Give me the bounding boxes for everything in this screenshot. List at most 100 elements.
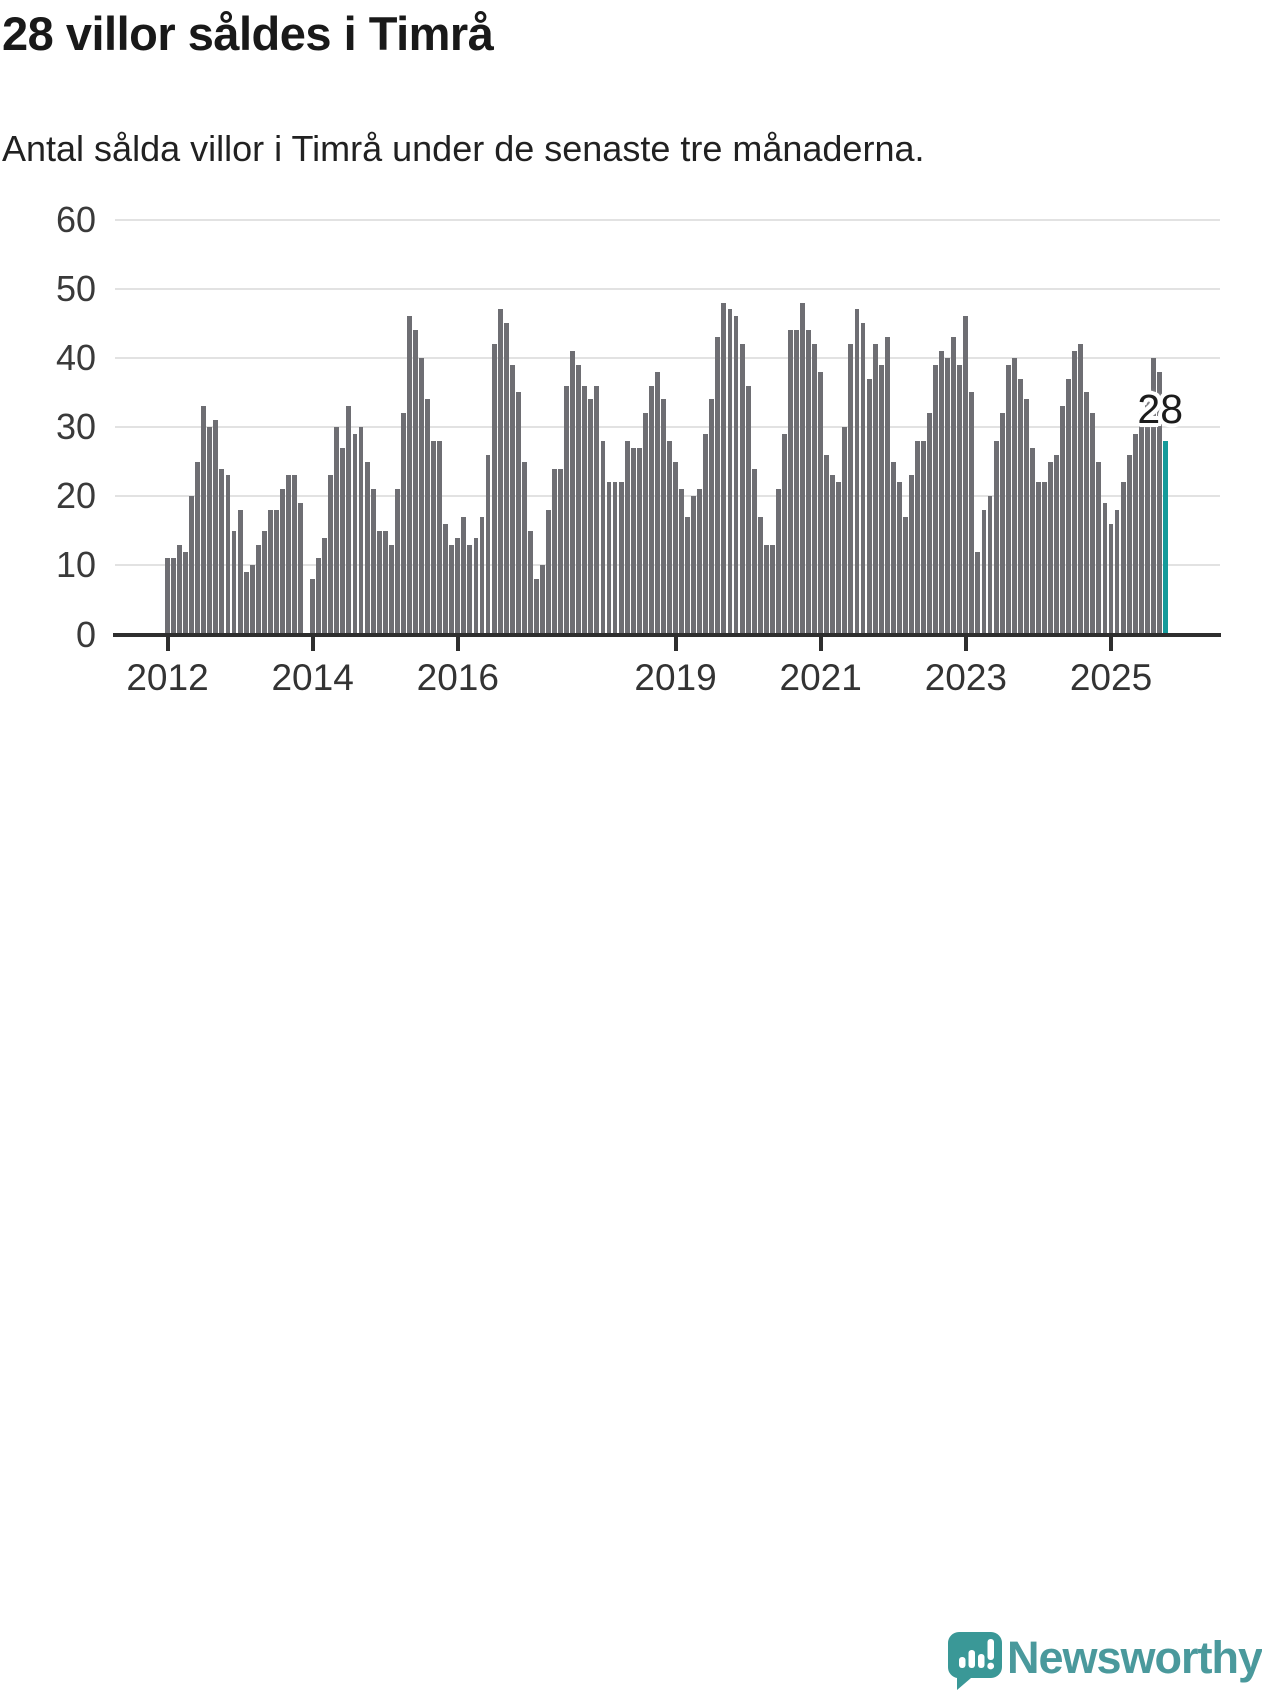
bar-month [703, 433, 709, 635]
bar-chart: 0 10 20 30 40 50 60 2012 2014 2016 2019 2021 2023 202… [55, 198, 1221, 698]
bar-month [890, 461, 896, 635]
x-axis-tick-label: 2016 [416, 657, 499, 698]
bar-month [830, 475, 836, 635]
bar-month [987, 496, 993, 635]
bar-month [642, 413, 648, 635]
bar-month [697, 489, 703, 635]
bar-month [763, 544, 769, 635]
bar-month [1108, 523, 1114, 635]
x-axis-tick-2021 [818, 636, 823, 651]
bar-month [177, 544, 183, 635]
bar-month [292, 475, 297, 635]
bar-month [654, 371, 660, 635]
bar-month [413, 330, 418, 635]
bar-month [286, 475, 291, 635]
bar-month [479, 516, 485, 635]
bar-month [999, 413, 1005, 635]
bar-month [915, 440, 920, 635]
bar-month [812, 344, 818, 635]
y-axis-tick-label: 10 [55, 544, 96, 586]
bar-month [1078, 344, 1084, 635]
bar-month [533, 579, 539, 635]
bar-month [1120, 482, 1126, 635]
bar-month [219, 468, 225, 635]
bar-month [1029, 447, 1035, 635]
bar-month [588, 399, 594, 635]
bar-month [951, 337, 957, 635]
bar-month [1054, 454, 1059, 635]
gridline-y-60 [115, 218, 1220, 221]
bar-month [370, 489, 376, 635]
bar-month [1132, 433, 1138, 635]
gridline-y-30 [115, 426, 1220, 428]
bar-month [624, 440, 630, 635]
bar-month [552, 468, 558, 635]
bar-month [993, 440, 999, 635]
bar-month [1156, 371, 1162, 635]
bar-month [485, 454, 491, 635]
x-axis-tick-label: 2019 [634, 657, 717, 698]
bar-month [618, 482, 624, 635]
bar-month [467, 544, 473, 635]
bar-month [757, 516, 763, 635]
x-axis-tick-label: 2023 [924, 657, 1007, 698]
x-axis-tick-2014 [310, 636, 315, 651]
bar-month [1011, 357, 1017, 635]
bar-month [975, 551, 981, 635]
bar-month [1035, 482, 1041, 635]
footer: Newsworthy [0, 812, 1262, 1690]
bar-month [854, 309, 860, 635]
latest-value-label: 28 [1137, 385, 1184, 432]
bar-month [455, 537, 461, 635]
bar-month [709, 399, 715, 635]
bar-month [739, 344, 745, 635]
bar-month [957, 364, 963, 635]
bar-month [382, 530, 388, 635]
bar-month [606, 482, 612, 635]
bar-month [908, 475, 914, 635]
bar-month [981, 510, 987, 635]
gridline-y-50 [115, 287, 1220, 290]
bar-latest-highlight [1162, 440, 1168, 635]
y-axis-tick-label: 20 [55, 475, 96, 517]
bar-month [437, 440, 443, 635]
bar-month [570, 350, 576, 635]
y-axis-tick-label: 50 [55, 267, 96, 309]
bar-month [866, 378, 872, 635]
bar-month [461, 516, 467, 635]
bar-month [1017, 378, 1023, 635]
bar-month [425, 399, 430, 635]
bar-month [261, 530, 267, 635]
y-axis-tick-label: 30 [55, 406, 96, 447]
bar-month [316, 558, 322, 635]
bar-month [921, 440, 926, 635]
bar-month [769, 544, 775, 635]
bar-month [963, 316, 969, 635]
bar-month [1084, 392, 1090, 635]
bar-month [1042, 482, 1047, 635]
y-axis-tick-label: 60 [55, 198, 96, 240]
bar-month [267, 510, 273, 635]
bar-month [745, 385, 751, 635]
bar-month [406, 316, 412, 635]
x-axis-tick-label: 2021 [779, 657, 862, 698]
x-axis-tick-2012 [165, 636, 170, 651]
bar-month [751, 468, 757, 635]
bar-month [340, 447, 346, 635]
bar-month [249, 565, 255, 635]
bar-month [939, 350, 945, 635]
bar-month [576, 364, 582, 635]
bar-month [878, 364, 884, 635]
bar-month [860, 323, 866, 635]
bar-month [443, 523, 449, 635]
bar-month [1090, 413, 1096, 635]
page-title: 28 villor såldes i Timrå [2, 7, 494, 60]
bar-month [509, 364, 515, 635]
bar-month [473, 537, 479, 635]
bar-month [546, 510, 551, 635]
bar-month [848, 344, 854, 635]
bar-month [733, 316, 739, 635]
bar-month [364, 461, 370, 635]
bar-month [896, 482, 902, 635]
bar-month [679, 489, 685, 635]
